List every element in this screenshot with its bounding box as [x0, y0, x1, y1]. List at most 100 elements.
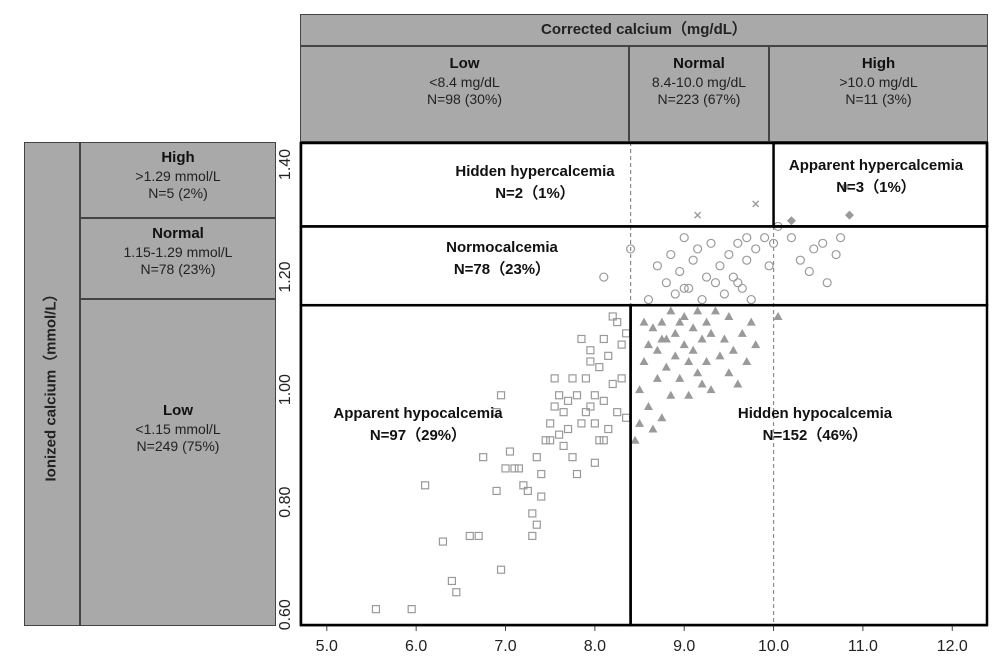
- region-labels: Hidden hypercalcemia N=2（1%） Apparent hy…: [333, 157, 963, 444]
- column-header-high: High >10.0 mg/dL N=11 (3%): [769, 46, 988, 142]
- data-point-triangle: [719, 334, 729, 343]
- data-point-triangle: [670, 328, 680, 337]
- data-point-triangle: [697, 334, 707, 343]
- data-point-square: [496, 565, 506, 574]
- data-point-square: [577, 334, 586, 344]
- data-point-circle: [643, 294, 654, 305]
- data-point-triangle: [639, 356, 649, 365]
- data-point-square: [581, 374, 591, 383]
- data-point-circle: [661, 278, 671, 288]
- ionized-calcium-header: Ionized calcium（mmol/L）: [24, 142, 80, 626]
- data-point-circle: [701, 272, 712, 282]
- data-point-triangle: [630, 435, 640, 444]
- column-low-count: N=98 (30%): [426, 91, 503, 108]
- data-point-triangle: [652, 373, 662, 382]
- region-apparent-hypercalcemia-name: Apparent hypercalcemia: [789, 157, 964, 174]
- data-point-square: [586, 346, 595, 355]
- data-point-triangle: [737, 328, 747, 337]
- data-point-square: [555, 391, 564, 400]
- data-point-circle: [746, 294, 756, 305]
- data-point-diamond: [840, 182, 850, 192]
- data-point-square: [465, 531, 474, 541]
- row-header-high: High >1.29 mmol/L N=5 (2%): [80, 142, 276, 218]
- region-hidden-hypocalcemia-name: Hidden hypocalcemia: [738, 405, 893, 422]
- data-point-triangle: [643, 340, 653, 349]
- data-point-square: [438, 537, 448, 546]
- data-point-circle: [760, 233, 770, 243]
- column-high-count: N=11 (3%): [845, 91, 912, 108]
- data-point-triangle: [679, 311, 689, 320]
- data-point-square: [568, 374, 577, 383]
- data-point-triangle: [702, 317, 712, 326]
- column-low-range: <8.4 mg/dL: [429, 73, 500, 90]
- data-point-square: [599, 396, 608, 405]
- data-point-triangle: [657, 334, 667, 343]
- corrected-calcium-title: Corrected calcium（mg/dL）: [541, 20, 747, 38]
- axis-ticks: 5.0 6.0 7.0 8.0 9.0 10.0 11.0 12.0 0.60 0.80 1.00 1…: [277, 142, 988, 655]
- data-point-triangle: [733, 379, 743, 388]
- data-point-square: [479, 453, 488, 462]
- data-point-triangle: [675, 373, 685, 382]
- data-point-circle: [710, 278, 721, 288]
- data-point-square: [568, 453, 577, 462]
- x-tick-label: 8.0: [584, 638, 606, 655]
- data-point-square: [613, 317, 622, 327]
- data-point-circle: [751, 244, 761, 254]
- data-point-square: [546, 419, 555, 428]
- data-point-square: [452, 588, 461, 597]
- column-high-name: High: [861, 55, 896, 72]
- data-point-circle: [599, 272, 609, 282]
- data-point-triangle: [679, 340, 689, 349]
- row-normal-count: N=78 (23%): [140, 261, 216, 278]
- data-point-triangle: [635, 385, 645, 394]
- data-point-triangle: [746, 317, 756, 326]
- data-point-triangle: [688, 345, 698, 354]
- data-point-circle: [804, 266, 814, 277]
- data-point-square: [622, 413, 631, 422]
- x-tick-label: 7.0: [494, 638, 516, 655]
- data-point-cross: [694, 211, 702, 219]
- x-tick-label: 6.0: [405, 638, 427, 655]
- data-point-circle: [742, 233, 752, 243]
- data-point-square: [550, 402, 559, 411]
- data-point-circle: [693, 244, 703, 254]
- data-point-square: [613, 408, 622, 417]
- data-point-square: [559, 408, 568, 417]
- data-point-triangle: [702, 356, 712, 365]
- data-point-circle: [733, 238, 743, 248]
- data-point-square: [510, 464, 519, 473]
- data-point-triangle: [670, 351, 680, 360]
- row-header-normal: Normal 1.15-1.29 mmol/L N=78 (23%): [80, 218, 276, 299]
- data-point-square: [608, 312, 617, 321]
- data-points: [371, 182, 855, 614]
- apparent-hypocalcemia-box: [299, 303, 632, 627]
- column-normal-range: 8.4-10.0 mg/dL: [651, 73, 747, 90]
- row-low-name: Low: [163, 402, 193, 419]
- region-boxes: [299, 141, 989, 627]
- data-point-square: [590, 419, 599, 428]
- data-point-square: [617, 340, 626, 349]
- x-tick-label: 9.0: [673, 638, 695, 655]
- data-point-circle: [715, 261, 725, 271]
- data-point-square: [581, 408, 591, 417]
- data-point-diamond: [845, 210, 855, 220]
- data-point-square: [590, 458, 599, 467]
- data-point-triangle: [724, 368, 734, 377]
- data-point-diamond: [786, 216, 796, 226]
- data-point-square: [595, 436, 604, 445]
- region-apparent-hypocalcemia-name: Apparent hypocalcemia: [333, 405, 503, 422]
- y-tick-label: 0.80: [277, 487, 294, 518]
- data-point-triangle: [706, 385, 716, 394]
- data-point-square: [528, 531, 537, 541]
- data-point-square: [572, 469, 582, 479]
- data-point-circle: [786, 233, 797, 243]
- data-point-triangle: [706, 328, 716, 337]
- data-point-circle: [809, 244, 819, 254]
- data-point-square: [474, 531, 483, 541]
- data-point-triangle: [728, 345, 738, 354]
- data-point-square: [604, 351, 613, 360]
- data-point-circle: [737, 283, 747, 293]
- data-point-triangle: [715, 351, 725, 360]
- row-high-range: >1.29 mmol/L: [135, 167, 221, 184]
- data-point-square: [563, 396, 573, 405]
